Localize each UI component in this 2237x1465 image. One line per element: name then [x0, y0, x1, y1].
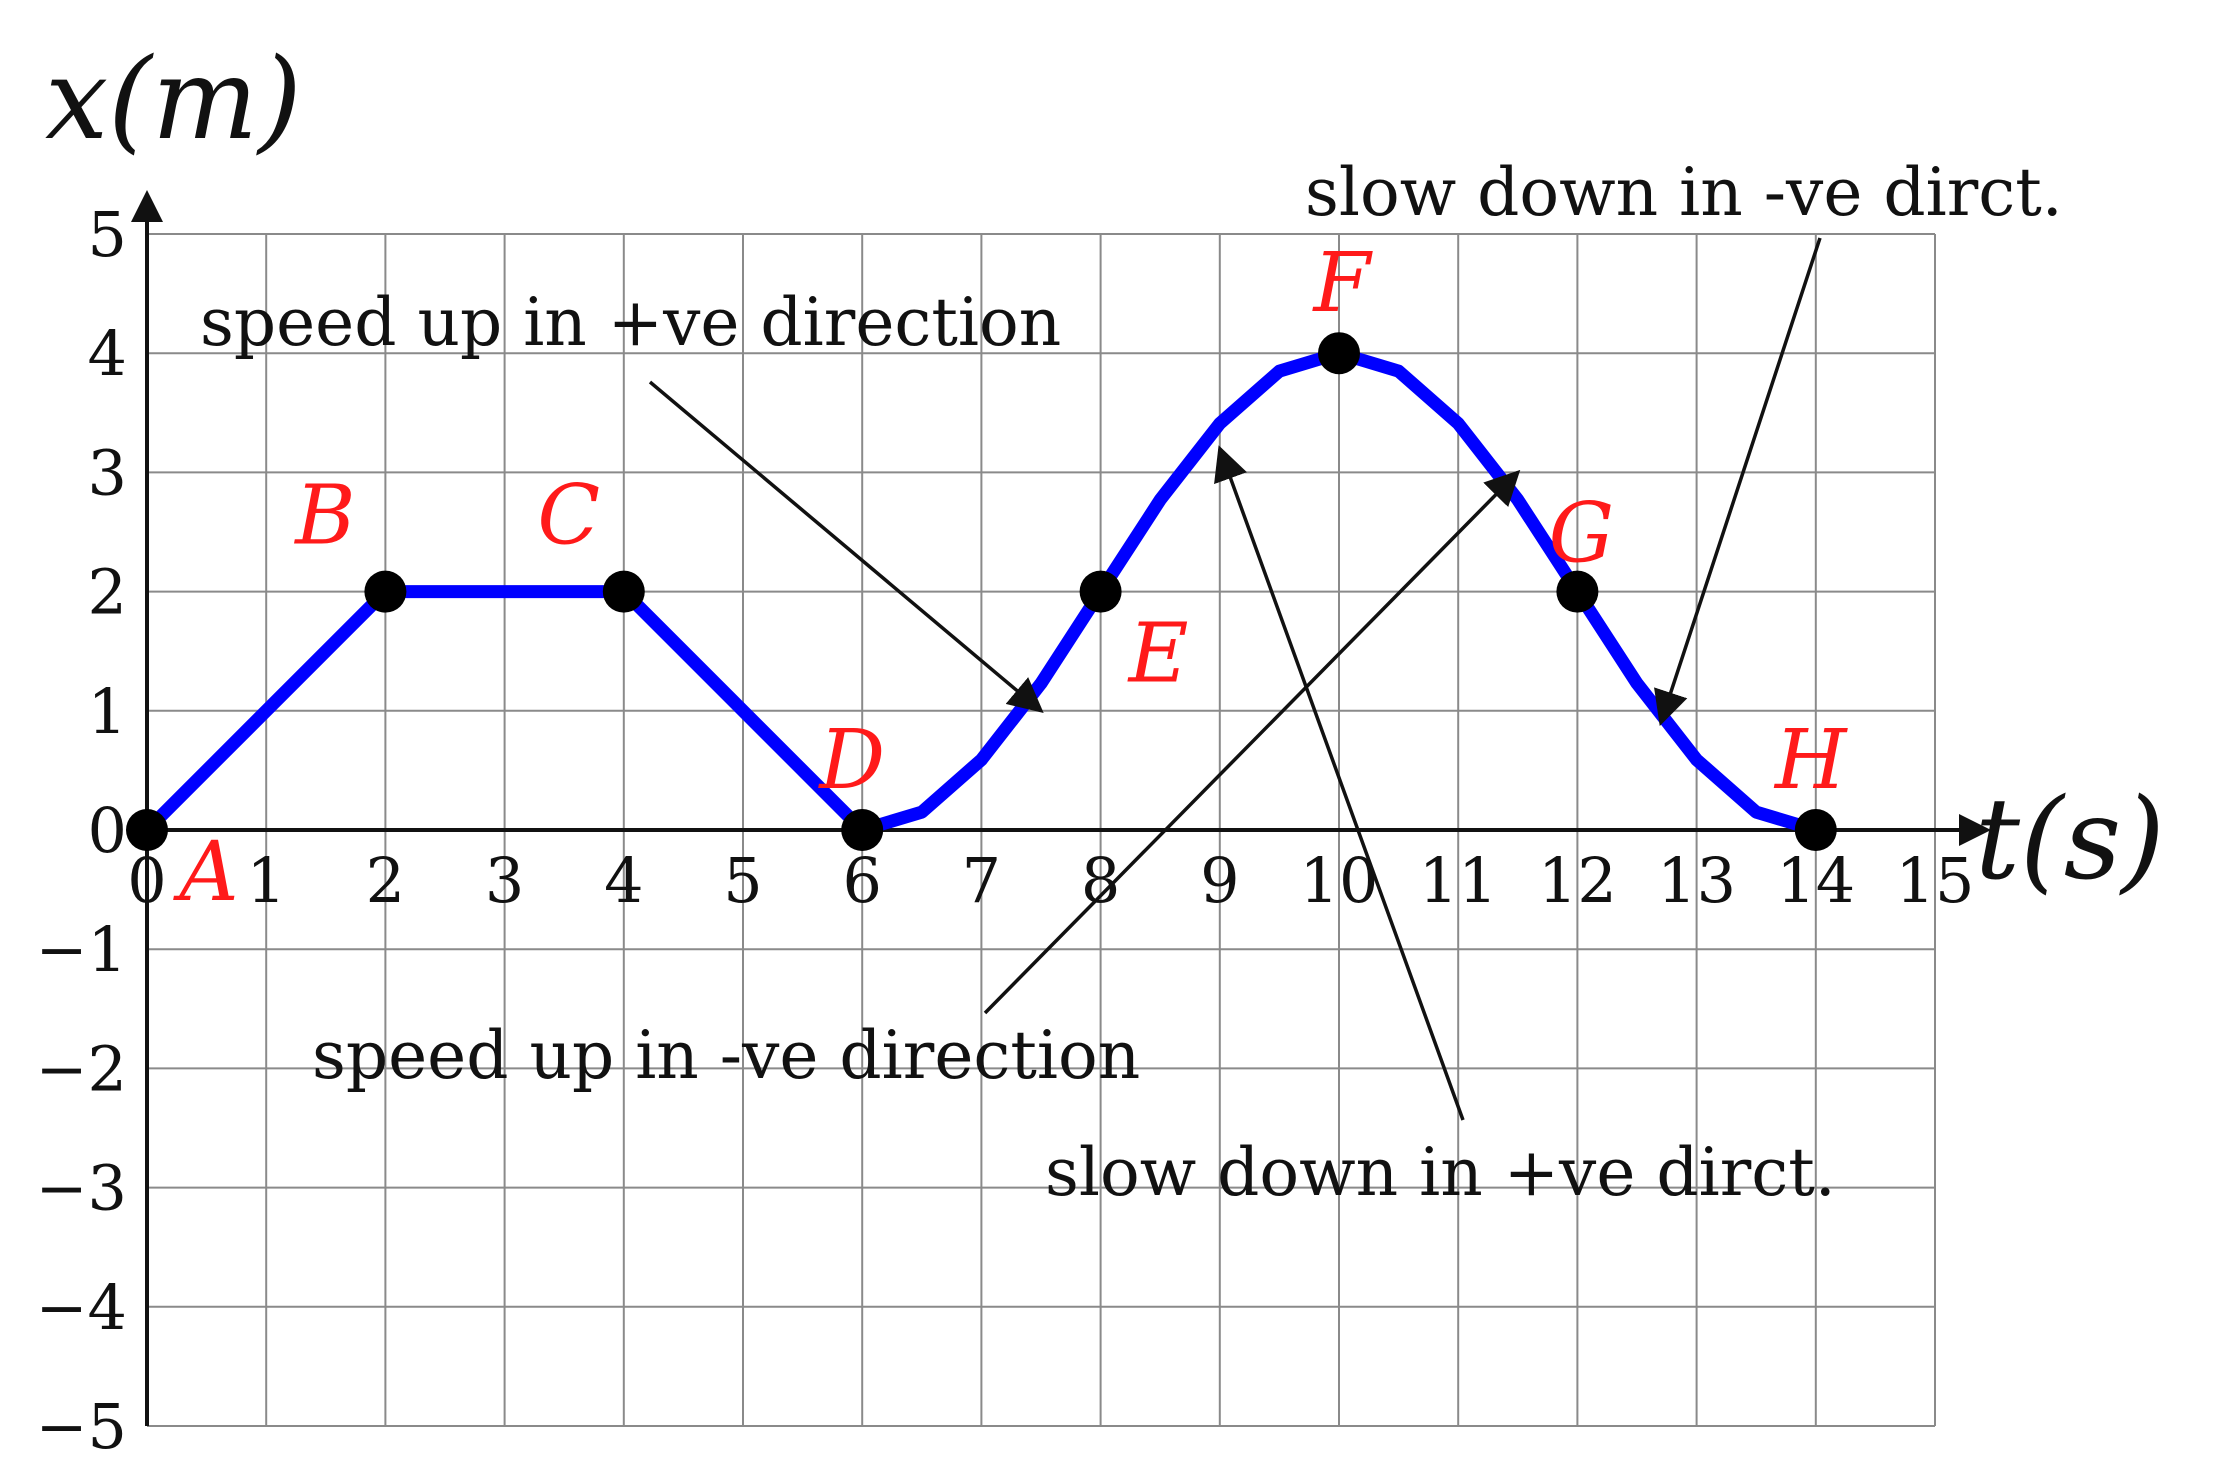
- y-tick-label: −4: [36, 1271, 127, 1344]
- y-axis-title: x(m): [45, 35, 302, 165]
- point-label: C: [537, 469, 600, 564]
- x-tick-label: 2: [366, 844, 405, 917]
- y-tick-label: 1: [88, 675, 127, 748]
- annotation-arrow: [1214, 445, 1465, 1121]
- x-axis-title: t(s): [1975, 775, 2165, 905]
- point-marker: [364, 570, 407, 613]
- x-tick-label: 5: [723, 844, 762, 917]
- point-label: D: [817, 713, 885, 808]
- x-tick-label: 0: [127, 844, 166, 917]
- point-label: H: [1773, 713, 1848, 808]
- y-tick-label: −5: [36, 1390, 127, 1463]
- point-label: A: [172, 825, 238, 920]
- point-label: F: [1312, 236, 1374, 331]
- point-marker: [1318, 332, 1360, 375]
- y-tick-label: −2: [36, 1032, 127, 1105]
- point-label: G: [1549, 487, 1615, 582]
- point-marker: [841, 809, 884, 851]
- x-tick-label: 4: [604, 844, 643, 917]
- y-tick-label: 2: [88, 556, 127, 629]
- point-label: E: [1127, 607, 1189, 702]
- annotation-label: speed up in +ve direction: [200, 284, 1061, 361]
- axes: [131, 190, 1991, 1426]
- points-layer: A B C D E F G H: [126, 236, 1848, 920]
- y-tick-label: −3: [36, 1152, 127, 1225]
- point-marker: [126, 809, 168, 851]
- annotation-label: slow down in +ve dirct.: [1045, 1134, 1836, 1211]
- annotation-arrow: [648, 380, 1044, 714]
- y-tick-label: 3: [88, 436, 127, 509]
- x-tick-label: 10: [1300, 844, 1379, 917]
- y-tick-label: 5: [88, 198, 127, 271]
- x-tick-label: 6: [842, 844, 881, 917]
- y-tick-label: 0: [88, 794, 127, 867]
- annotation-arrow: [1654, 237, 1822, 727]
- point-marker: [1079, 570, 1122, 613]
- x-tick-label: 9: [1200, 844, 1239, 917]
- x-tick-label: 7: [962, 844, 1001, 917]
- annotation-label: speed up in -ve direction: [312, 1017, 1140, 1094]
- x-tick-label: 1: [246, 844, 285, 917]
- x-tick-label: 11: [1419, 844, 1498, 917]
- point-marker: [602, 570, 645, 613]
- x-tick-label: 12: [1538, 844, 1617, 917]
- x-tick-label: 15: [1896, 844, 1975, 917]
- x-tick-label: 13: [1657, 844, 1736, 917]
- point-label: B: [293, 469, 355, 564]
- point-marker: [1556, 570, 1599, 613]
- y-tick-label: 4: [88, 317, 127, 390]
- x-tick-label: 3: [485, 844, 524, 917]
- x-tick-label: 14: [1776, 844, 1855, 917]
- annotation-arrow: [983, 469, 1521, 1015]
- y-tick-label: −1: [36, 913, 127, 986]
- annotations-layer: speed up in +ve direction slow down in -v…: [200, 154, 2063, 1211]
- annotation-label: slow down in -ve dirct.: [1305, 154, 2063, 231]
- point-marker: [1794, 809, 1837, 851]
